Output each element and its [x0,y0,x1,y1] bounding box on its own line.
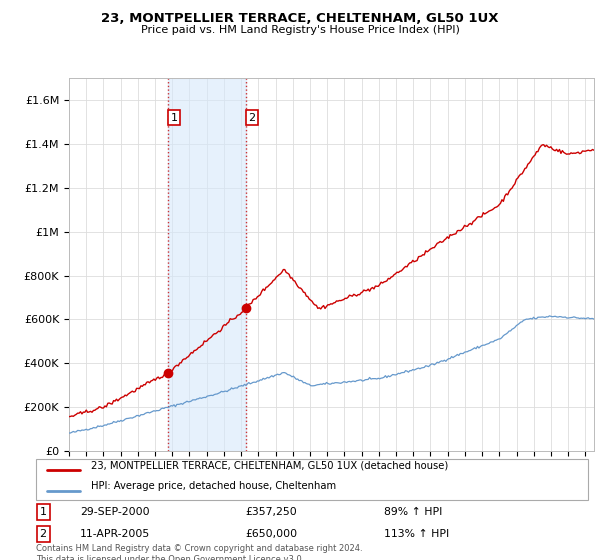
Text: 23, MONTPELLIER TERRACE, CHELTENHAM, GL50 1UX (detached house): 23, MONTPELLIER TERRACE, CHELTENHAM, GL5… [91,460,448,470]
Bar [168,78,246,451]
Text: £650,000: £650,000 [246,529,298,539]
FancyBboxPatch shape [36,459,588,500]
Text: 1: 1 [170,113,178,123]
Text: 2: 2 [40,529,47,539]
Text: 11-APR-2005: 11-APR-2005 [80,529,151,539]
Text: 113% ↑ HPI: 113% ↑ HPI [384,529,449,539]
Text: 29-SEP-2000: 29-SEP-2000 [80,507,150,517]
Text: HPI: Average price, detached house, Cheltenham: HPI: Average price, detached house, Chel… [91,482,337,492]
Text: 1: 1 [40,507,47,517]
Text: 89% ↑ HPI: 89% ↑ HPI [384,507,442,517]
Text: Contains HM Land Registry data © Crown copyright and database right 2024.
This d: Contains HM Land Registry data © Crown c… [36,544,362,560]
Text: 23, MONTPELLIER TERRACE, CHELTENHAM, GL50 1UX: 23, MONTPELLIER TERRACE, CHELTENHAM, GL5… [101,12,499,25]
Text: £357,250: £357,250 [246,507,298,517]
Text: 2: 2 [248,113,256,123]
Text: Price paid vs. HM Land Registry's House Price Index (HPI): Price paid vs. HM Land Registry's House … [140,25,460,35]
